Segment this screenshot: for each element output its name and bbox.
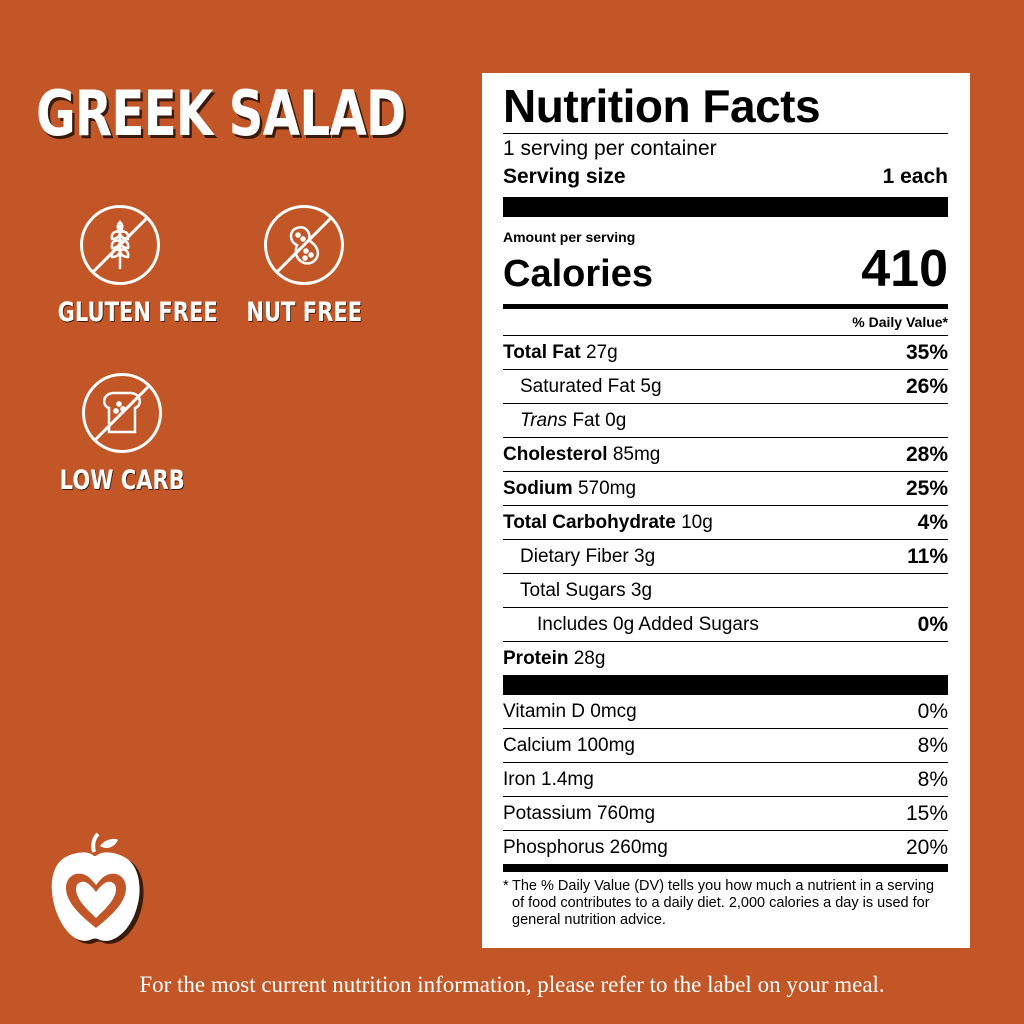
- divider-medium: [503, 304, 948, 309]
- badge-gluten-free: GLUTEN FREE: [35, 205, 218, 328]
- nutrient-name: Dietary Fiber 3g: [520, 545, 656, 567]
- bread-crossed-icon: [82, 373, 162, 453]
- vitamin-row: Iron 1.4mg 8%: [503, 762, 948, 796]
- peanut-crossed-icon: [264, 205, 344, 285]
- nutrient-name: Total Fat: [503, 341, 581, 363]
- divider-thick: [503, 675, 948, 695]
- vitamin-dv: 8%: [917, 767, 948, 791]
- footnote-text: The % Daily Value (DV) tells you how muc…: [512, 878, 935, 928]
- nutrition-panel: Nutrition Facts 1 serving per container …: [482, 73, 970, 948]
- apple-heart-logo-icon: [44, 832, 148, 953]
- nutrient-name: Total Sugars 3g: [520, 579, 653, 601]
- daily-value-header: % Daily Value*: [852, 314, 948, 330]
- calories-value: 410: [861, 240, 948, 298]
- nutrient-row-total-sugars: Total Sugars 3g: [503, 573, 948, 607]
- nutrient-row-sodium: Sodium 570mg 25%: [503, 471, 948, 505]
- nutrient-row-total-fat: Total Fat 27g 35%: [503, 335, 948, 369]
- nutrient-row-added-sugars: Includes 0g Added Sugars 0%: [503, 607, 948, 641]
- vitamin-name: Calcium 100mg: [503, 734, 635, 756]
- badge-low-carb: LOW CARB: [37, 373, 207, 496]
- divider-medium: [503, 864, 948, 872]
- vitamin-row: Vitamin D 0mcg 0%: [503, 695, 948, 728]
- nutrient-amount: 85mg: [612, 443, 661, 465]
- nutrient-name: Cholesterol: [503, 443, 608, 465]
- nutrient-amount: 10g: [681, 511, 713, 533]
- vitamin-dv: 8%: [917, 733, 948, 757]
- amount-per-serving: Amount per serving: [503, 229, 636, 245]
- daily-value-footnote: * The % Daily Value (DV) tells you how m…: [503, 872, 948, 929]
- nutrient-amount: 27g: [586, 341, 618, 363]
- divider-thick: [503, 197, 948, 217]
- nutrient-row-saturated-fat: Saturated Fat 5g 26%: [503, 369, 948, 403]
- badge-label: GLUTEN FREE: [57, 297, 218, 328]
- nutrient-name: Includes 0g Added Sugars: [537, 613, 759, 635]
- wheat-crossed-icon: [80, 205, 160, 285]
- vitamin-dv: 15%: [905, 801, 948, 825]
- vitamin-name: Potassium 760mg: [503, 802, 656, 824]
- vitamin-row: Phosphorus 260mg 20%: [503, 830, 948, 864]
- nutrient-dv: 25%: [905, 476, 948, 500]
- servings-per-container: 1 serving per container: [503, 137, 717, 160]
- footnote-star: *: [503, 878, 509, 894]
- serving-size-value: 1 each: [882, 165, 948, 188]
- nutrient-name: Total Carbohydrate: [503, 511, 676, 533]
- nutrient-name-italic: Trans: [520, 409, 568, 431]
- nutrition-facts-label: Nutrition Facts 1 serving per container …: [503, 79, 948, 929]
- nutrient-dv: 4%: [917, 510, 948, 534]
- nutrient-name: Fat 0g: [572, 409, 627, 431]
- badge-label: NUT FREE: [246, 297, 362, 328]
- nutrient-amount: 28g: [573, 647, 606, 669]
- calories-row: Calories 410: [503, 240, 948, 298]
- vitamin-dv: 0%: [917, 699, 948, 723]
- nutrient-dv: 28%: [905, 442, 948, 466]
- serving-size-row: Serving size 1 each: [503, 162, 948, 197]
- footer-disclaimer: For the most current nutrition informati…: [139, 972, 885, 997]
- nutrient-dv: 35%: [905, 340, 948, 364]
- nutrient-row-total-carbohydrate: Total Carbohydrate 10g 4%: [503, 505, 948, 539]
- nutrient-dv: 26%: [905, 374, 948, 398]
- nutrition-facts-heading: Nutrition Facts: [503, 80, 821, 132]
- vitamin-row: Calcium 100mg 8%: [503, 728, 948, 762]
- nutrient-name: Sodium: [503, 477, 573, 499]
- serving-size-label: Serving size: [503, 165, 626, 188]
- badge-label: LOW CARB: [59, 465, 185, 496]
- nutrient-row-protein: Protein 28g: [503, 641, 948, 675]
- vitamin-name: Vitamin D 0mcg: [503, 700, 637, 722]
- calories-label: Calories: [503, 253, 653, 295]
- badge-nut-free: NUT FREE: [219, 205, 389, 328]
- nutrient-name: Saturated Fat 5g: [520, 375, 662, 397]
- nutrient-row-trans-fat: Trans Fat 0g: [503, 403, 948, 437]
- product-title: GREEK SALAD: [36, 77, 406, 150]
- nutrient-dv: 0%: [917, 612, 948, 636]
- vitamin-dv: 20%: [905, 835, 948, 859]
- nutrient-dv: 11%: [907, 544, 948, 568]
- vitamin-name: Iron 1.4mg: [503, 768, 594, 790]
- nutrient-row-cholesterol: Cholesterol 85mg 28%: [503, 437, 948, 471]
- nutrient-row-dietary-fiber: Dietary Fiber 3g 11%: [503, 539, 948, 573]
- nutrient-name: Protein: [503, 647, 569, 669]
- vitamin-name: Phosphorus 260mg: [503, 836, 668, 858]
- divider: [503, 133, 948, 134]
- nutrient-amount: 570mg: [577, 477, 637, 499]
- vitamin-row: Potassium 760mg 15%: [503, 796, 948, 830]
